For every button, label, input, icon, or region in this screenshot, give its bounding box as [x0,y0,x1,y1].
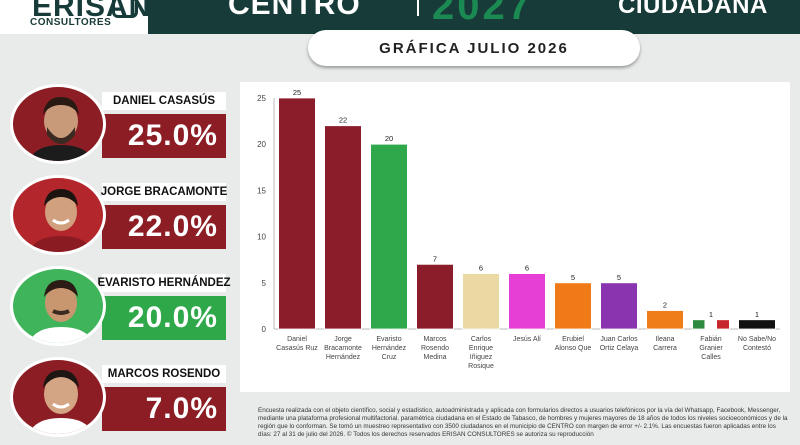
logo-subtitle: CONSULTORES [30,17,112,28]
y-tick-label: 15 [257,186,266,195]
candidate-card-3: EVARISTO HERNÁNDEZ 20.0% [10,266,231,352]
top-banner: ERISAN CONSULTORES CENTRO 2027 CIUDADANA [0,0,800,34]
header-divider [417,0,419,16]
bar [508,273,546,330]
header-year: 2027 [432,0,533,28]
y-tick-label: 20 [257,140,266,149]
candidate-name: MARCOS ROSENDO [102,365,226,383]
bar [462,273,500,330]
bar-value-label: 1 [709,310,713,319]
candidate-name: JORGE BRACAMONTE [101,183,227,201]
header-right-title: CIUDADANA [618,0,768,19]
candidate-photo [10,175,106,255]
category-label: Jesús Alí [513,336,541,343]
category-label: Jorge Bracamonte Hernández [324,336,362,361]
bar-value-label: 6 [479,264,483,273]
bar [324,125,362,330]
header-left-title: CENTRO [228,0,361,21]
chart-title-pill: GRÁFICA JULIO 2026 [308,30,640,66]
person-silhouette-icon [28,370,94,434]
category-label: Evaristo Hernández Cruz [372,336,407,361]
bar-value-label: 20 [385,134,393,143]
bar [600,282,638,330]
logo-bubble-icon [112,0,138,18]
candidate-card-1: DANIEL CASASÚS 25.0% [10,84,226,170]
category-label: Carlos Enrique Iñiguez Rosique [468,336,494,370]
bar-value-label: 6 [525,264,529,273]
candidate-card-4: MARCOS ROSENDO 7.0% [10,357,226,443]
bar-value-label: 7 [433,254,437,263]
bar [416,263,454,330]
bar [278,97,316,330]
bar-value-label: 5 [571,273,575,282]
candidate-percent: 22.0% [102,205,226,249]
bar-value-label: 25 [293,88,301,97]
category-label: Daniel Casasús Ruz [276,336,318,352]
candidate-name: EVARISTO HERNÁNDEZ [97,274,231,292]
category-label: No Sabe/No Contestó [738,336,776,352]
bar [370,143,408,330]
bar-value-label: 5 [617,273,621,282]
category-label: Fabián Granier Calles [699,336,723,361]
bar-value-label: 2 [663,301,667,310]
y-tick-label: 25 [257,94,266,103]
bar [554,282,592,330]
bar [692,319,730,330]
category-label: Erubiel Alonso Que [555,336,592,352]
survey-footnote: Encuesta realizada con el objeto científ… [258,407,788,438]
candidate-photo [10,357,106,437]
person-silhouette-icon [28,280,94,343]
person-silhouette-icon [28,189,94,252]
candidate-name: DANIEL CASASÚS [102,92,226,110]
candidate-card-2: JORGE BRACAMONTE 22.0% [10,175,227,261]
candidate-percent: 7.0% [102,387,226,431]
bar [646,310,684,330]
bar-value-label: 22 [339,116,347,125]
candidate-percent: 25.0% [102,114,226,158]
candidate-photo [10,266,106,346]
bar [738,319,776,330]
logo: ERISAN CONSULTORES [0,0,150,34]
person-silhouette-icon [28,97,94,161]
category-label: Marcos Rosendo Medina [421,336,449,361]
y-tick-label: 5 [262,279,267,288]
candidate-percent: 20.0% [102,296,226,340]
candidate-photo [10,84,106,164]
chart-title: GRÁFICA JULIO 2026 [379,39,569,57]
category-label: Juan Carlos Ortiz Celaya [600,336,639,352]
category-label: Ileana Carrera [653,336,677,352]
chart-panel: 0 5 10 15 20 25 25 Daniel Casasús Ruz 22 Jorge Bra… [240,82,790,392]
bar-value-label: 1 [755,310,759,319]
y-tick-label: 10 [257,233,266,242]
y-tick-label: 0 [262,325,267,334]
